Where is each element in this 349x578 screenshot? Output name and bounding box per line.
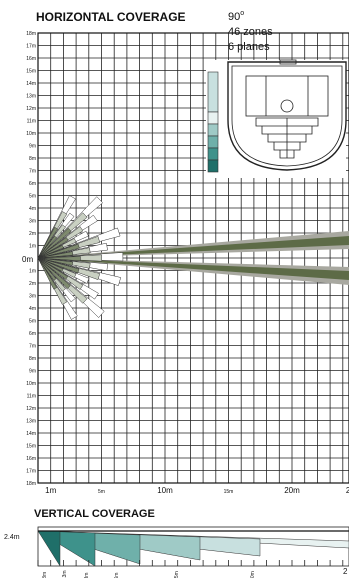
y-label: 13m bbox=[26, 94, 36, 100]
long-beam bbox=[38, 231, 349, 258]
angle-spec: 90o bbox=[228, 10, 244, 23]
vertical-title: VERTICAL COVERAGE bbox=[34, 508, 155, 520]
legend-bar bbox=[207, 71, 219, 173]
y-label: 4m bbox=[29, 306, 36, 312]
x-label: 20m bbox=[284, 486, 300, 495]
short-beam bbox=[37, 227, 72, 259]
distance-label: 3m bbox=[84, 573, 90, 578]
coverage-fan bbox=[37, 195, 349, 320]
y-label: 8m bbox=[29, 356, 36, 362]
y-label: 5m bbox=[29, 319, 36, 325]
y-label: 10m bbox=[26, 381, 36, 387]
short-beam bbox=[37, 235, 58, 259]
y-label: 3m bbox=[29, 294, 36, 300]
y-label: 2m bbox=[29, 281, 36, 287]
y-label: 2m bbox=[29, 231, 36, 237]
vertical-x-end: 2 bbox=[343, 567, 348, 576]
planes-spec: 6 planes bbox=[228, 41, 270, 53]
y-label: 14m bbox=[26, 81, 36, 87]
distance-label: 1.3m bbox=[62, 570, 68, 578]
short-beam bbox=[37, 257, 58, 290]
y-label: 1m bbox=[29, 269, 36, 275]
y-label: 18m bbox=[26, 31, 36, 37]
y-label: 1m bbox=[29, 244, 36, 250]
y-label: 10m bbox=[26, 131, 36, 137]
y-label: 16m bbox=[26, 56, 36, 62]
horizontal-title: HORIZONTAL COVERAGE bbox=[36, 10, 186, 24]
vertical-coverage bbox=[37, 526, 349, 567]
distance-label: .8m bbox=[42, 572, 48, 578]
y-label: 9m bbox=[29, 144, 36, 150]
long-beam bbox=[38, 258, 349, 285]
short-beam bbox=[37, 237, 69, 259]
y-label: 11m bbox=[27, 394, 36, 400]
height-label: 2.4m bbox=[4, 534, 20, 541]
y-label: 13m bbox=[26, 419, 36, 425]
short-beam bbox=[37, 256, 81, 262]
zones-spec: 46 zones bbox=[228, 26, 273, 38]
x-label: 10m bbox=[157, 486, 173, 495]
short-beam bbox=[37, 243, 80, 259]
y-label: 9m bbox=[29, 369, 36, 375]
y-label: 18m bbox=[26, 481, 36, 487]
y-label: 14m bbox=[26, 431, 36, 437]
sensor-outline bbox=[227, 59, 347, 171]
inset-background bbox=[206, 60, 346, 178]
long-beam bbox=[38, 236, 349, 258]
y-label: 12m bbox=[26, 106, 36, 112]
distance-label: 20m bbox=[250, 571, 256, 578]
y-label: 11m bbox=[27, 119, 36, 125]
x-label: 5m bbox=[98, 489, 105, 495]
short-beam bbox=[37, 226, 59, 259]
short-beam bbox=[37, 257, 69, 280]
y-label: 0m bbox=[22, 255, 33, 264]
y-label: 12m bbox=[26, 406, 36, 412]
angle-unit: o bbox=[240, 10, 244, 17]
y-label: 17m bbox=[26, 44, 36, 50]
y-label: 4m bbox=[29, 206, 36, 212]
y-label: 3m bbox=[29, 219, 36, 225]
short-beam bbox=[37, 251, 74, 259]
x-label: 15m bbox=[224, 489, 234, 495]
angle: 90 bbox=[228, 11, 240, 23]
short-beam bbox=[37, 244, 64, 259]
y-label: 6m bbox=[29, 181, 36, 187]
y-label: 5m bbox=[29, 194, 36, 200]
y-label: 6m bbox=[29, 331, 36, 337]
short-beam bbox=[37, 257, 64, 272]
y-label: 7m bbox=[29, 344, 36, 350]
long-beam bbox=[38, 258, 349, 280]
y-label: 7m bbox=[29, 169, 36, 175]
short-beam bbox=[37, 257, 57, 281]
y-label: 8m bbox=[29, 156, 36, 162]
x-label: 2 bbox=[346, 486, 349, 495]
y-label: 16m bbox=[26, 456, 36, 462]
distance-label: 15m bbox=[174, 571, 180, 578]
y-label: 17m bbox=[26, 469, 36, 475]
x-label: 1m bbox=[45, 486, 56, 495]
short-beam bbox=[37, 257, 80, 274]
distance-label: 6m bbox=[114, 573, 120, 578]
y-label: 15m bbox=[26, 69, 36, 75]
short-beam bbox=[37, 257, 71, 290]
y-label: 15m bbox=[26, 444, 36, 450]
